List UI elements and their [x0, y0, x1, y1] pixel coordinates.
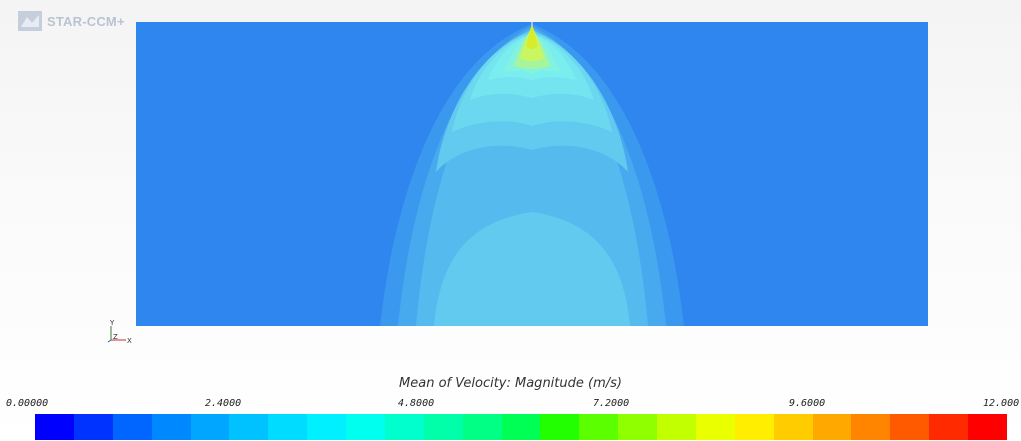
velocity-contour-band	[526, 24, 538, 49]
colorbar-cell	[229, 414, 269, 440]
colorbar-cell	[540, 414, 580, 440]
colorbar-cell	[812, 414, 852, 440]
colorbar-cell	[190, 414, 230, 440]
colorbar-cell	[501, 414, 541, 440]
legend-tick-2: 4.8000	[398, 398, 435, 409]
colorbar-cell	[890, 414, 930, 440]
legend-title: Mean of Velocity: Magnitude (m/s)	[399, 376, 622, 391]
colorbar-cell	[307, 414, 346, 440]
colorbar-cell	[384, 414, 424, 440]
colorbar-cell	[618, 414, 657, 440]
colorbar-cell	[695, 414, 735, 440]
colorbar-cell	[968, 414, 1007, 440]
colorbar-cell	[346, 414, 385, 440]
colorbar-cell	[734, 414, 774, 440]
colorbar-cell	[35, 414, 74, 440]
legend-tick-3: 7.2000	[593, 398, 630, 409]
triad-x-label: X	[127, 337, 132, 344]
star-ccm-logo-icon	[18, 11, 42, 31]
legend-tick-1: 2.4000	[205, 398, 242, 409]
colorbar-cell	[579, 414, 619, 440]
colorbar-cell	[462, 414, 502, 440]
legend-tick-5: 12.000	[983, 398, 1020, 409]
colorbar-cell	[773, 414, 813, 440]
axis-triad: Y Z X	[107, 319, 132, 344]
colorbar-cell	[929, 414, 968, 440]
colorbar-cell	[268, 414, 308, 440]
colorbar-cell	[73, 414, 113, 440]
triad-z-axis	[107, 339, 112, 343]
triad-z-label: Z	[113, 333, 118, 341]
velocity-contour-plot[interactable]	[136, 22, 928, 326]
legend-colorbar	[35, 414, 1007, 440]
logo-text: STAR-CCM+	[47, 13, 125, 29]
colorbar-cell	[851, 414, 891, 440]
triad-y-label: Y	[109, 319, 115, 327]
colorbar-cell	[112, 414, 152, 440]
star-ccm-logo: STAR-CCM+	[18, 10, 125, 32]
legend-tick-4: 9.6000	[789, 398, 826, 409]
legend-tick-0: 0.00000	[6, 398, 49, 409]
colorbar-cell	[151, 414, 191, 440]
colorbar-cell	[423, 414, 463, 440]
colorbar-cell	[657, 414, 696, 440]
